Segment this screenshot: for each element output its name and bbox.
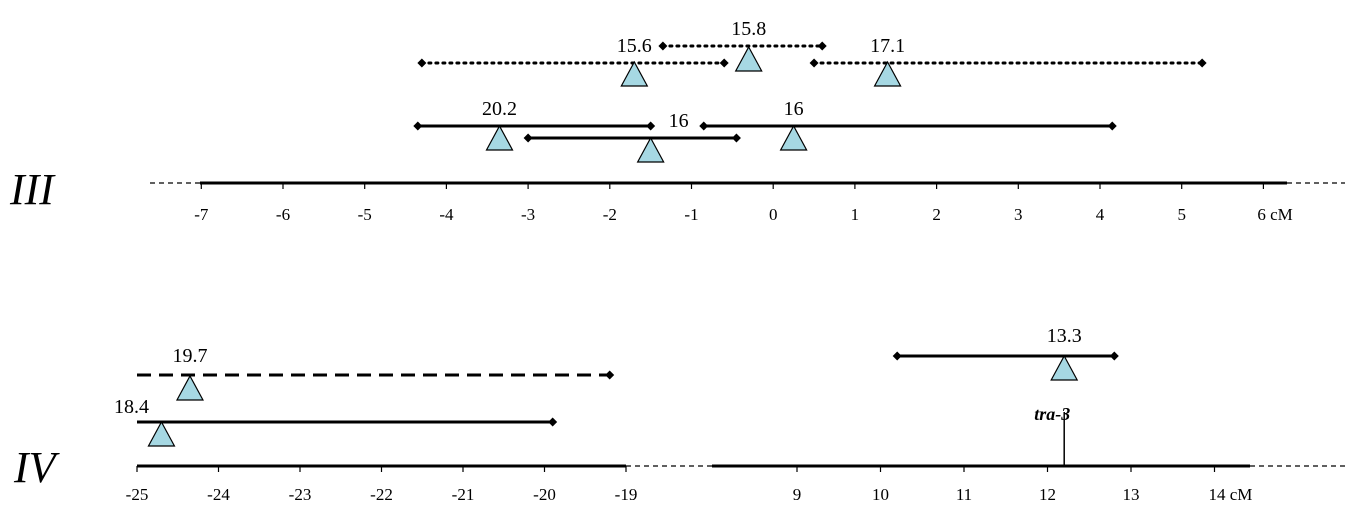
axis-iv-tick-label: 9	[793, 485, 802, 504]
qtl-interval-end-marker	[731, 133, 741, 143]
axis-iii-tick-label: -7	[194, 205, 209, 224]
qtl-label: 15.6	[617, 35, 652, 57]
axis-iv-tick-label: -25	[126, 485, 149, 504]
qtl-label: 19.7	[172, 345, 207, 367]
axis-iii-tick-label: 5	[1177, 205, 1186, 224]
qtl-interval-end-marker	[646, 121, 656, 131]
qtl-interval-end-marker	[719, 58, 729, 68]
qtl-peak-triangle	[620, 60, 649, 87]
axis-iii-tick-label: -2	[603, 205, 617, 224]
qtl-label: 20.2	[482, 98, 517, 120]
qtl-label: 15.8	[731, 18, 766, 40]
axis-iii-tick-label: 1	[851, 205, 860, 224]
axis-iv-tick-label: 10	[872, 485, 889, 504]
axis-iv-tick-label: -22	[370, 485, 393, 504]
axis-iii-tick-label: 3	[1014, 205, 1023, 224]
qtl-interval-start-marker	[413, 121, 423, 131]
axis-iv-tick-label: 14 cM	[1209, 485, 1253, 504]
qtl-label: 16	[669, 110, 689, 132]
axis-iii-tick-label: -4	[439, 205, 454, 224]
axis-iv-tick-label: 11	[956, 485, 972, 504]
qtl-interval-start-marker	[523, 133, 533, 143]
chromosome-label-iv: IV	[13, 443, 61, 492]
axis-iii-tick-label: 6 cM	[1257, 205, 1292, 224]
qtl-interval-end-marker	[1197, 58, 1207, 68]
qtl-label: 13.3	[1047, 325, 1082, 347]
axis-iv-tick-label: -21	[452, 485, 475, 504]
gene-label-tra-3: tra-3	[1034, 404, 1070, 424]
axis-iii-tick-label: 0	[769, 205, 778, 224]
axis-iv-tick-label: -19	[615, 485, 638, 504]
qtl-peak-triangle	[485, 124, 514, 151]
axis-iv-tick-label: 13	[1123, 485, 1140, 504]
axis-iv-tick-label: 12	[1039, 485, 1056, 504]
axis-iii-tick-label: 4	[1096, 205, 1105, 224]
qtl-peak-triangle	[147, 420, 176, 447]
axis-iv-tick-label: -24	[207, 485, 230, 504]
qtl-interval-start-marker	[417, 58, 427, 68]
axis-iv-tick-label: -20	[533, 485, 556, 504]
qtl-interval-end-marker	[817, 41, 827, 51]
qtl-interval-end-marker	[1107, 121, 1117, 131]
qtl-interval-start-marker	[658, 41, 668, 51]
qtl-peak-triangle	[873, 60, 902, 87]
axis-iii-tick-label: -3	[521, 205, 535, 224]
qtl-label: 18.4	[114, 396, 149, 418]
qtl-peak-triangle	[1050, 354, 1079, 381]
axis-iii-tick-label: -6	[276, 205, 290, 224]
qtl-interval-end-marker	[1109, 351, 1119, 361]
qtl-interval-start-marker	[809, 58, 819, 68]
qtl-interval-start-marker	[699, 121, 709, 131]
axis-iii-tick-label: -1	[684, 205, 698, 224]
qtl-interval-end-marker	[605, 370, 615, 380]
axis-iii-tick-label: 2	[932, 205, 941, 224]
qtl-peak-triangle	[636, 136, 665, 163]
axis-iv-tick-label: -23	[289, 485, 312, 504]
qtl-peak-triangle	[734, 45, 763, 72]
qtl-interval-start-marker	[892, 351, 902, 361]
qtl-peak-triangle	[175, 374, 204, 401]
qtl-interval-end-marker	[548, 417, 558, 427]
qtl-label: 16	[784, 98, 804, 120]
axis-iii-tick-label: -5	[358, 205, 372, 224]
chromosome-label-iii: III	[9, 165, 56, 214]
qtl-peak-triangle	[779, 124, 808, 151]
qtl-label: 17.1	[870, 35, 905, 57]
